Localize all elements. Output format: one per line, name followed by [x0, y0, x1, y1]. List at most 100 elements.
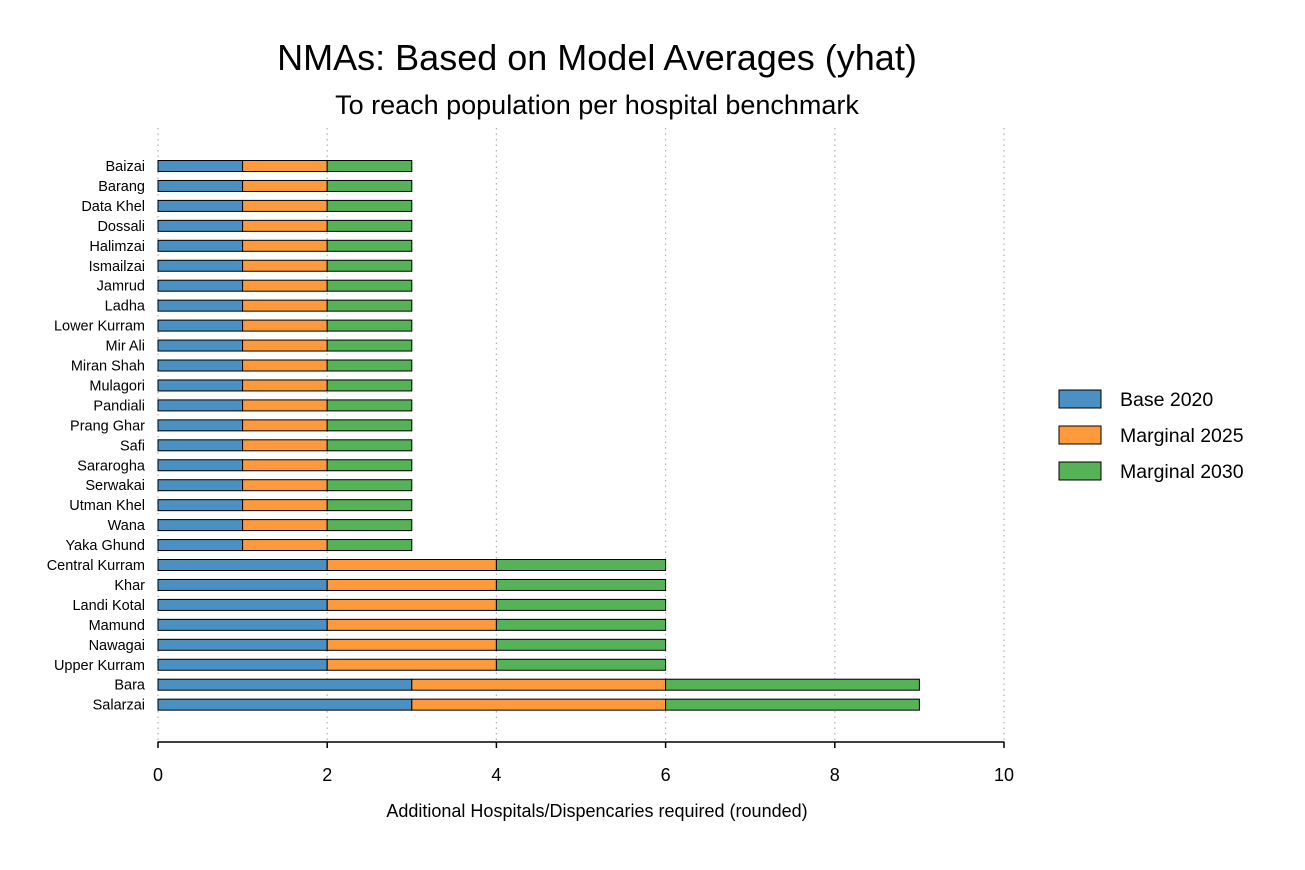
bar-segment — [326, 439, 413, 452]
x-axis-label: Additional Hospitals/Dispencaries requir… — [386, 801, 807, 821]
category-label: Landi Kotal — [72, 598, 145, 614]
x-tick-label: 6 — [661, 765, 671, 785]
category-label: Bara — [114, 678, 146, 694]
category-label: Salarzai — [93, 698, 145, 714]
legend-swatch — [1058, 389, 1102, 409]
category-label: Data Khel — [81, 199, 145, 215]
bar-segment — [242, 439, 328, 452]
bar-segment — [326, 419, 413, 432]
bar-segment — [242, 459, 328, 472]
bar-segment — [242, 359, 328, 372]
bar-segment — [326, 658, 497, 671]
bar-segment — [326, 559, 497, 571]
category-label: Jamrud — [97, 279, 145, 295]
category-label: Ismailzai — [89, 259, 145, 275]
bar-segment — [242, 279, 328, 292]
bar-segment — [242, 179, 328, 192]
bar-segment — [326, 299, 413, 312]
category-label: Baizai — [106, 159, 146, 175]
bar-segment — [242, 419, 328, 432]
bar-segment — [326, 219, 413, 232]
bar-segment — [157, 638, 328, 651]
bar-segment — [411, 698, 667, 711]
bar-segment — [242, 519, 328, 532]
bar-segment — [157, 439, 244, 452]
category-label: Khar — [114, 578, 145, 594]
bar-segment — [326, 239, 413, 252]
bar-segment — [157, 459, 244, 472]
bar-segment — [665, 698, 920, 711]
category-label: Serwakai — [85, 478, 145, 494]
category-label: Pandiali — [93, 398, 145, 414]
bar-segment — [326, 379, 413, 392]
bar-segment — [242, 239, 328, 252]
x-tick-label: 4 — [491, 765, 501, 785]
chart-title: NMAs: Based on Model Averages (yhat) — [277, 37, 917, 78]
bar-segment — [157, 359, 244, 372]
bar-segment — [157, 379, 244, 392]
bar-segment — [157, 419, 244, 432]
bar-segment — [495, 638, 667, 651]
bar-segment — [242, 319, 328, 332]
bar-segment — [665, 678, 920, 691]
x-tick-label: 0 — [153, 765, 163, 785]
category-label: Nawagai — [89, 638, 145, 654]
bar-segment — [157, 279, 244, 292]
bar-segment — [495, 618, 667, 631]
bar-segment — [242, 259, 328, 272]
bar-segment — [157, 339, 244, 352]
bar-segment — [326, 638, 497, 651]
bar-segment — [495, 578, 667, 591]
bar-segment — [326, 499, 413, 512]
bar-segment — [157, 239, 244, 252]
bars — [157, 160, 920, 711]
legend-label: Marginal 2030 — [1120, 461, 1244, 483]
category-label: Lower Kurram — [54, 319, 145, 335]
legend-label: Marginal 2025 — [1120, 425, 1244, 447]
chart-subtitle: To reach population per hospital benchma… — [335, 90, 859, 120]
legend-label: Base 2020 — [1120, 389, 1213, 411]
bar-segment — [242, 160, 328, 172]
bar-segment — [157, 319, 244, 332]
bar-segment — [326, 279, 413, 292]
bar-segment — [495, 598, 667, 611]
legend: Base 2020 Marginal 2025 Marginal 2030 — [1058, 389, 1244, 483]
category-label: Utman Khel — [69, 498, 145, 514]
category-label: Ladha — [105, 299, 146, 315]
bar-segment — [157, 399, 244, 412]
category-label: Upper Kurram — [54, 658, 145, 674]
bar-segment — [326, 179, 413, 192]
bar-segment — [326, 519, 413, 532]
bar-segment — [326, 399, 413, 412]
bar-segment — [157, 499, 244, 512]
bar-segment — [242, 299, 328, 312]
x-tick-label: 8 — [830, 765, 840, 785]
bar-segment — [157, 299, 244, 312]
bar-segment — [326, 598, 497, 611]
bar-segment — [242, 499, 328, 512]
bar-segment — [495, 658, 667, 671]
category-label: Halimzai — [89, 239, 145, 255]
bar-segment — [157, 698, 413, 711]
category-label: Sararogha — [77, 458, 146, 474]
legend-swatch — [1058, 425, 1102, 445]
bar-segment — [157, 678, 413, 691]
bar-segment — [157, 559, 328, 571]
bar-segment — [242, 479, 328, 492]
bar-segment — [326, 459, 413, 472]
bar-segment — [326, 199, 413, 212]
bar-segment — [326, 539, 413, 552]
bar-segment — [242, 199, 328, 212]
x-tick-label: 2 — [322, 765, 332, 785]
bar-segment — [326, 479, 413, 492]
bar-segment — [157, 219, 244, 232]
category-label: Miran Shah — [71, 359, 145, 375]
category-label: Mir Ali — [106, 339, 145, 355]
bar-segment — [242, 379, 328, 392]
bar-segment — [242, 399, 328, 412]
category-label: Central Kurram — [47, 558, 145, 574]
category-labels: Baizai Barang Data Khel Dossali Halimzai Isma… — [47, 159, 146, 714]
bar-segment — [326, 160, 413, 172]
bar-segment — [157, 160, 244, 172]
